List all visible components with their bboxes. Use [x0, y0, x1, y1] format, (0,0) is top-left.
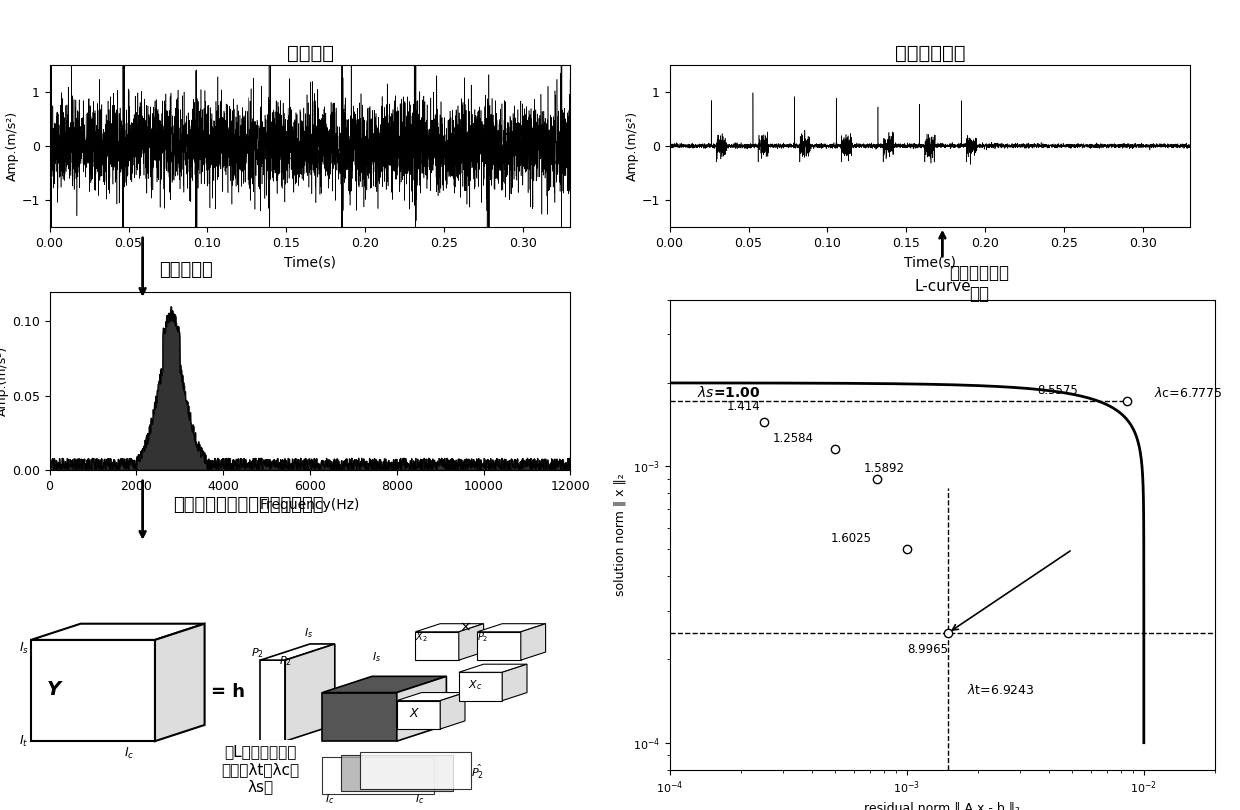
Text: $I_c$: $I_c$	[124, 746, 134, 761]
Polygon shape	[459, 624, 484, 660]
Polygon shape	[459, 664, 527, 672]
X-axis label: residual norm ‖ A x - b ‖₂: residual norm ‖ A x - b ‖₂	[864, 801, 1021, 810]
Polygon shape	[459, 672, 502, 701]
Polygon shape	[341, 755, 453, 791]
Text: $I_c$: $I_c$	[415, 792, 425, 806]
Y-axis label: Amp.(m/s²): Amp.(m/s²)	[6, 111, 19, 181]
Polygon shape	[260, 644, 335, 660]
Text: = h: = h	[211, 683, 244, 701]
X-axis label: Time(s): Time(s)	[904, 255, 956, 269]
Polygon shape	[322, 676, 446, 693]
Polygon shape	[521, 624, 546, 660]
Title: 原始信号: 原始信号	[286, 45, 334, 63]
Text: $\overline{\lambda s}$=1.00: $\overline{\lambda s}$=1.00	[697, 382, 760, 402]
Polygon shape	[322, 693, 397, 741]
Text: $\lambda_t$: $\lambda_t$	[233, 744, 244, 757]
Text: $P_2$: $P_2$	[477, 630, 489, 644]
Polygon shape	[397, 701, 440, 729]
Polygon shape	[155, 624, 205, 741]
Text: 1.414: 1.414	[727, 400, 760, 413]
Text: $\times$: $\times$	[459, 620, 470, 635]
Text: $\lambda$t=6.9243: $\lambda$t=6.9243	[967, 683, 1035, 697]
Polygon shape	[260, 660, 285, 741]
Polygon shape	[397, 693, 465, 701]
Text: 1.5892: 1.5892	[863, 462, 904, 475]
Polygon shape	[285, 644, 335, 741]
Text: Y: Y	[47, 680, 61, 698]
Polygon shape	[397, 676, 446, 741]
Text: 1.2584: 1.2584	[774, 433, 815, 446]
Text: $\hat{P_2}$: $\hat{P_2}$	[471, 763, 484, 782]
Text: $I_s$: $I_s$	[304, 626, 312, 640]
Text: $X$: $X$	[409, 707, 420, 720]
Polygon shape	[477, 632, 521, 660]
Polygon shape	[440, 693, 465, 729]
Text: 傅里叶变换: 傅里叶变换	[159, 262, 213, 279]
Polygon shape	[477, 624, 546, 632]
Text: 8.5575: 8.5575	[1038, 384, 1078, 397]
Polygon shape	[322, 757, 434, 794]
Text: $I_s$: $I_s$	[19, 641, 29, 656]
Title: L-curve: L-curve	[914, 279, 971, 294]
Text: $X_2$: $X_2$	[415, 630, 428, 644]
Polygon shape	[31, 640, 155, 741]
Text: $\lambda$c=6.7775: $\lambda$c=6.7775	[1153, 386, 1223, 400]
X-axis label: Frequency(Hz): Frequency(Hz)	[260, 498, 360, 512]
Polygon shape	[415, 632, 459, 660]
Y-axis label: solution norm ‖ x ‖₂: solution norm ‖ x ‖₂	[614, 473, 627, 596]
Text: $P_2$: $P_2$	[279, 654, 291, 668]
Text: 用L曲线求解截断
参数（λt、λc、
λs）: 用L曲线求解截断 参数（λt、λc、 λs）	[221, 744, 300, 795]
Y-axis label: Amp.(m/s²): Amp.(m/s²)	[626, 111, 639, 181]
Text: $I_s$: $I_s$	[372, 650, 381, 664]
Text: $P_2$: $P_2$	[250, 646, 264, 660]
Text: $I_c$: $I_c$	[325, 792, 335, 806]
Polygon shape	[415, 624, 484, 632]
Text: 时间、通道、频率建立张量模型: 时间、通道、频率建立张量模型	[172, 497, 324, 514]
Text: 重新构建目标
张量: 重新构建目标 张量	[950, 264, 1009, 303]
Text: 8.9965: 8.9965	[908, 643, 949, 656]
Y-axis label: Amp.(m/s²): Amp.(m/s²)	[0, 346, 9, 416]
Text: 1.6025: 1.6025	[831, 532, 872, 545]
Text: $I_t$: $I_t$	[19, 734, 29, 749]
Title: 降噪后的信号: 降噪后的信号	[895, 45, 965, 63]
Polygon shape	[31, 624, 205, 640]
Polygon shape	[360, 752, 471, 789]
Text: $X_c$: $X_c$	[467, 679, 482, 693]
Polygon shape	[502, 664, 527, 701]
X-axis label: Time(s): Time(s)	[284, 255, 336, 269]
